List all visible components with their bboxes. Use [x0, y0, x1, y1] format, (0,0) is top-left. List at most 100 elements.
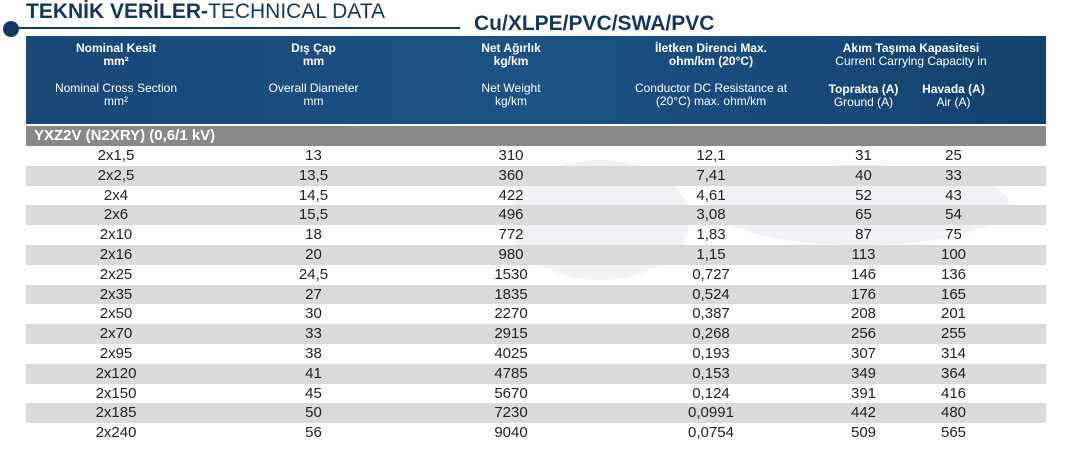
- table-row: 2x16 20 980 1,15 113 100: [26, 244, 1046, 265]
- cell-diameter: 45: [305, 384, 322, 402]
- cell-ground: 208: [850, 305, 877, 323]
- title-bullet-icon: [3, 21, 19, 37]
- cell-air: 201: [940, 305, 967, 323]
- cell-diameter: 27: [305, 285, 322, 303]
- cell-section: 2x25: [99, 265, 133, 283]
- cell-ground: 442: [850, 404, 877, 422]
- cell-diameter: 14,5: [298, 186, 329, 204]
- cell-weight: 2270: [494, 305, 528, 323]
- header-diameter: Dış Çap mm Overall Diameter mm: [226, 42, 401, 108]
- cell-air: 255: [940, 325, 967, 343]
- header-resistance-tr: İletken Direnci Max.: [654, 41, 768, 55]
- cell-diameter: 50: [305, 404, 322, 422]
- data-table-body: 2x1,5 13 310 12,1 31 25 2x2,5 13,5 360 7,41 40 33 2x…: [26, 146, 1046, 443]
- table-row: 2x6 15,5 496 3,08 65 54: [26, 205, 1046, 226]
- table-row: 2x95 38 4025 0,193 307 314: [26, 344, 1046, 364]
- cell-section: 2x95: [99, 344, 133, 362]
- cell-ground: 40: [855, 166, 872, 184]
- title-bar: TEKNİK VERİLER-TECHNICAL DATA Cu/XLPE/PV…: [0, 0, 1073, 37]
- cell-resistance: 7,41: [696, 166, 726, 184]
- header-diameter-tr: Dış Çap: [291, 41, 336, 55]
- table-row: 2x120 41 4785 0,153 349 364: [26, 363, 1046, 384]
- table-row: 2x2,5 13,5 360 7,41 40 33: [26, 165, 1046, 186]
- cell-section: 2x150: [95, 384, 137, 402]
- cell-air: 33: [945, 166, 962, 184]
- cell-section: 2x1,5: [97, 147, 135, 164]
- cell-weight: 9040: [494, 424, 528, 442]
- cell-air: 314: [940, 344, 967, 362]
- table-row: 2x4 14,5 422 4,61 52 43: [26, 186, 1046, 206]
- cell-diameter: 13: [305, 147, 322, 164]
- title-bold: TEKNİK VERİLER-: [26, 0, 209, 23]
- cell-weight: 310: [498, 147, 524, 164]
- cell-air: 100: [940, 245, 967, 263]
- cell-resistance: 0,0991: [688, 404, 734, 422]
- table-row: 2x10 18 772 1,83 87 75: [26, 225, 1046, 245]
- cell-resistance: 0,268: [692, 325, 730, 343]
- cell-resistance: 4,61: [696, 186, 726, 204]
- header-weight: Net Ağırlık kg/km Net Weight kg/km: [426, 42, 596, 108]
- cell-ground: 349: [850, 364, 877, 382]
- cell-weight: 2915: [494, 325, 528, 343]
- header-resistance-en-unit: (20°C) max. ohm/km: [655, 94, 767, 108]
- header-section-en-unit: mm²: [104, 94, 128, 108]
- header-weight-tr-unit: kg/km: [493, 54, 529, 68]
- cell-weight: 980: [498, 245, 524, 263]
- cell-diameter: 56: [305, 424, 322, 442]
- table-row: 2x185 50 7230 0,0991 442 480: [26, 403, 1046, 424]
- cell-resistance: 0,124: [692, 384, 730, 402]
- header-ground-tr: Toprakta (A): [828, 82, 899, 96]
- cell-ground: 87: [855, 226, 872, 244]
- cell-weight: 4025: [494, 344, 528, 362]
- cell-diameter: 13,5: [298, 166, 329, 184]
- cell-section: 2x6: [103, 206, 129, 224]
- header-capacity-en: Current Carrying Capacity in: [835, 54, 987, 68]
- cable-construction-subtitle: Cu/XLPE/PVC/SWA/PVC: [474, 12, 715, 35]
- cell-diameter: 33: [305, 325, 322, 343]
- cell-diameter: 15,5: [298, 206, 329, 224]
- header-diameter-en: Overall Diameter: [268, 81, 359, 95]
- cell-air: 43: [945, 186, 962, 204]
- cell-ground: 256: [850, 325, 877, 343]
- title-normal: TECHNICAL DATA: [208, 0, 385, 23]
- cell-air: 25: [945, 147, 962, 164]
- cell-weight: 1530: [494, 265, 528, 283]
- cell-ground: 509: [850, 424, 877, 442]
- cell-diameter: 30: [305, 305, 322, 323]
- header-air-tr: Havada (A): [922, 82, 985, 96]
- header-weight-tr: Net Ağırlık: [481, 41, 541, 55]
- header-weight-en: Net Weight: [481, 81, 541, 95]
- cell-air: 480: [940, 404, 967, 422]
- cell-resistance: 0,727: [692, 265, 730, 283]
- cell-air: 416: [940, 384, 967, 402]
- cell-section: 2x10: [99, 226, 133, 244]
- header-ground-en: Ground (A): [833, 95, 894, 109]
- cell-section: 2x2,5: [97, 166, 135, 184]
- header-air-en: Air (A): [936, 95, 971, 109]
- table-row: 2x25 24,5 1530 0,727 146 136: [26, 265, 1046, 285]
- cell-weight: 496: [498, 206, 524, 224]
- table-header: Nominal Kesit mm² Nominal Cross Section …: [26, 36, 1046, 124]
- cell-resistance: 1,83: [696, 226, 726, 244]
- cell-air: 565: [940, 424, 967, 442]
- header-weight-en-unit: kg/km: [494, 94, 527, 108]
- header-section-tr: Nominal Kesit: [75, 41, 156, 55]
- header-diameter-en-unit: mm: [303, 94, 324, 108]
- header-air: Havada (A) Air (A): [906, 83, 1001, 109]
- cell-ground: 31: [855, 147, 872, 164]
- header-capacity-tr: Akım Taşıma Kapasitesi: [842, 41, 980, 55]
- page-title: TEKNİK VERİLER-TECHNICAL DATA: [26, 0, 385, 24]
- cell-ground: 307: [850, 344, 877, 362]
- cell-weight: 4785: [494, 364, 528, 382]
- header-capacity: Akım Taşıma Kapasitesi Current Carrying …: [811, 42, 1011, 68]
- cell-ground: 176: [850, 285, 877, 303]
- cell-ground: 146: [850, 265, 877, 283]
- cell-air: 75: [945, 226, 962, 244]
- cell-resistance: 0,153: [692, 364, 730, 382]
- cell-section: 2x35: [99, 285, 133, 303]
- header-section-en: Nominal Cross Section: [54, 81, 178, 95]
- table-row: 2x240 56 9040 0,0754 509 565: [26, 423, 1046, 443]
- title-underline: [12, 27, 460, 29]
- cell-weight: 422: [498, 186, 524, 204]
- cell-diameter: 20: [305, 245, 322, 263]
